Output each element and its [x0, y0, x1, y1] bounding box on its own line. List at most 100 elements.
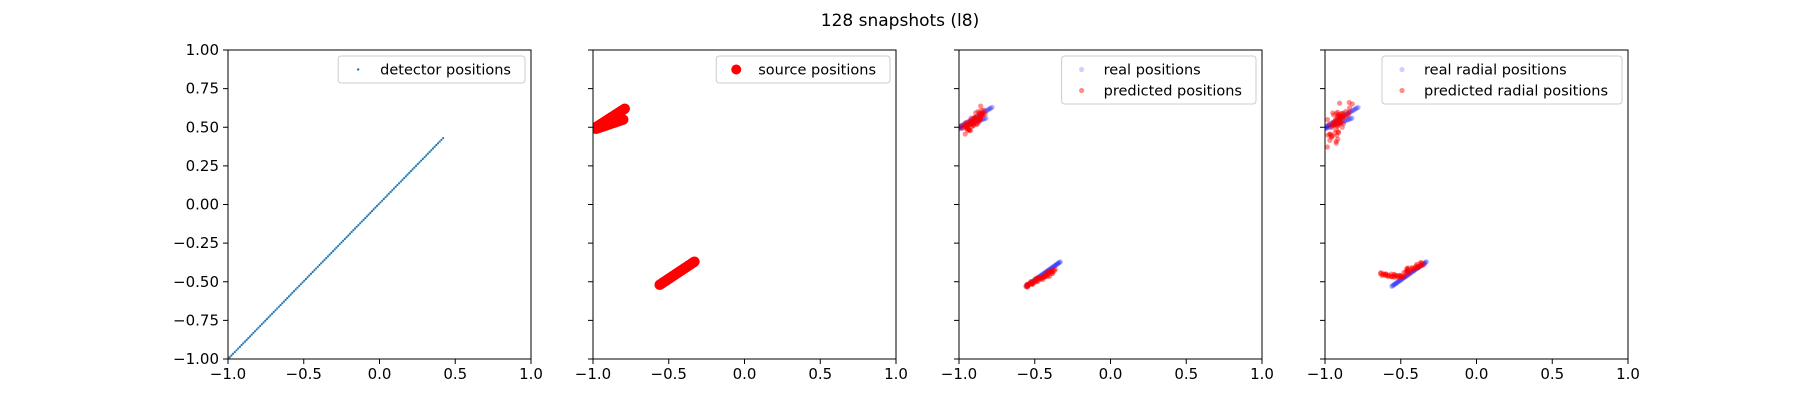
data-point-detector-positions: [299, 283, 302, 286]
data-point-predicted-radial-positions: [1329, 124, 1335, 131]
data-point-predicted-radial-positions: [1391, 274, 1398, 280]
data-point-predicted-radial-positions: [1334, 110, 1340, 117]
subplot-source: −1.0 −0.5 0.0 0.5 1.0 source positions: [575, 49, 908, 383]
data-point-predicted-radial-positions: [1346, 109, 1352, 115]
data-point-detector-positions: [401, 178, 404, 181]
data-point-detector-positions: [392, 187, 396, 190]
data-point-predicted-radial-positions: [1334, 109, 1341, 115]
data-point-predicted-positions: [1048, 268, 1054, 275]
data-point-real-positions: [966, 118, 972, 124]
data-point-predicted-radial-positions: [1336, 117, 1342, 123]
data-point-real-positions: [967, 117, 973, 124]
data-point-predicted-radial-positions: [1327, 137, 1333, 143]
data-point-real-radial-positions: [1347, 116, 1353, 122]
data-point-real-positions: [1029, 279, 1035, 285]
data-point-predicted-radial-positions: [1335, 122, 1341, 128]
data-point-predicted-positions: [970, 122, 976, 129]
data-point-detector-positions: [294, 288, 297, 291]
data-point-detector-positions: [338, 243, 341, 246]
data-point-detector-positions: [242, 342, 245, 345]
data-point-predicted-positions: [1033, 279, 1039, 285]
data-point-detector-positions: [345, 236, 348, 239]
data-point-real-positions: [959, 123, 964, 129]
data-point-predicted-radial-positions: [1337, 119, 1343, 125]
x-tick-label: −0.5: [651, 365, 687, 383]
y-tick-label: 0.50: [186, 118, 219, 136]
data-point-real-radial-positions: [1416, 264, 1422, 270]
data-point-real-positions: [1040, 271, 1046, 277]
data-point-detector-positions: [431, 147, 435, 150]
data-point-real-radial-positions: [1412, 267, 1418, 273]
data-point-predicted-radial-positions: [1401, 274, 1407, 280]
data-point-predicted-positions: [1035, 275, 1042, 281]
legend-marker: [1399, 66, 1405, 73]
data-point-detector-positions: [230, 354, 233, 357]
data-point-real-positions: [1050, 264, 1056, 270]
x-tick-label: 1.0: [1250, 365, 1274, 383]
data-point-predicted-radial-positions: [1418, 260, 1424, 266]
data-point-real-radial-positions: [1410, 268, 1416, 274]
data-point-real-radial-positions: [1408, 269, 1414, 276]
data-point-predicted-positions: [1032, 278, 1038, 284]
data-point-real-radial-positions: [1393, 280, 1400, 286]
data-point-real-positions: [963, 120, 969, 126]
data-point-detector-positions: [350, 230, 353, 234]
data-point-real-positions: [979, 116, 986, 123]
data-point-predicted-positions: [971, 118, 977, 124]
data-point-real-radial-positions: [1409, 269, 1415, 275]
data-point-real-radial-positions: [1392, 281, 1398, 287]
data-point-real-radial-positions: [1334, 121, 1340, 127]
data-point-real-positions: [970, 120, 976, 126]
data-point-predicted-radial-positions: [1409, 267, 1415, 273]
data-point-detector-positions: [337, 244, 340, 248]
data-point-predicted-radial-positions: [1333, 127, 1339, 133]
x-tick-label: 0.0: [1099, 365, 1123, 383]
data-point-real-positions: [1046, 266, 1053, 273]
data-point-predicted-radial-positions: [1379, 272, 1385, 279]
data-point-detector-positions: [309, 272, 313, 275]
data-point-predicted-radial-positions: [1385, 274, 1391, 280]
data-point-detector-positions: [421, 157, 424, 161]
data-point-detector-positions: [284, 298, 287, 301]
data-point-real-positions: [1038, 272, 1044, 279]
data-point-detector-positions: [318, 263, 321, 267]
data-point-real-positions: [964, 119, 971, 125]
data-point-real-positions: [976, 112, 983, 118]
data-point-predicted-radial-positions: [1335, 136, 1341, 142]
data-point-predicted-radial-positions: [1412, 265, 1418, 272]
data-point-predicted-positions: [968, 115, 974, 121]
data-point-predicted-radial-positions: [1330, 110, 1336, 116]
data-point-detector-positions: [384, 196, 387, 199]
data-point-real-radial-positions: [1339, 119, 1345, 125]
data-point-predicted-radial-positions: [1380, 271, 1386, 278]
data-point-real-radial-positions: [1330, 122, 1337, 129]
data-point-detector-positions: [292, 290, 296, 293]
data-point-detector-positions: [237, 347, 240, 350]
data-point-detector-positions: [250, 333, 253, 336]
data-point-predicted-radial-positions: [1403, 269, 1409, 276]
data-point-real-radial-positions: [1327, 121, 1333, 127]
figure-title: 128 snapshots (l8): [821, 11, 979, 31]
data-point-predicted-radial-positions: [1398, 272, 1404, 279]
data-point-real-positions: [978, 117, 985, 123]
data-point-real-radial-positions: [1408, 270, 1414, 276]
data-point-predicted-positions: [978, 113, 984, 119]
data-point-real-positions: [1054, 261, 1060, 267]
data-point-detector-positions: [255, 328, 258, 331]
data-point-detector-positions: [404, 175, 407, 178]
data-point-real-radial-positions: [1333, 117, 1339, 124]
data-point-real-positions: [973, 119, 979, 125]
data-point-detector-positions: [335, 246, 338, 249]
data-point-real-positions: [1056, 260, 1062, 266]
data-point-real-radial-positions: [1332, 122, 1338, 128]
data-point-detector-positions: [304, 277, 308, 281]
data-point-detector-positions: [357, 223, 360, 227]
data-point-real-positions: [963, 123, 970, 129]
data-point-predicted-positions: [1047, 273, 1053, 279]
data-point-detector-positions: [364, 216, 367, 220]
data-point-detector-positions: [252, 331, 255, 335]
data-point-predicted-radial-positions: [1403, 268, 1410, 275]
data-point-real-positions: [974, 119, 980, 125]
data-point-predicted-radial-positions: [1394, 273, 1401, 279]
data-point-predicted-radial-positions: [1334, 132, 1340, 138]
